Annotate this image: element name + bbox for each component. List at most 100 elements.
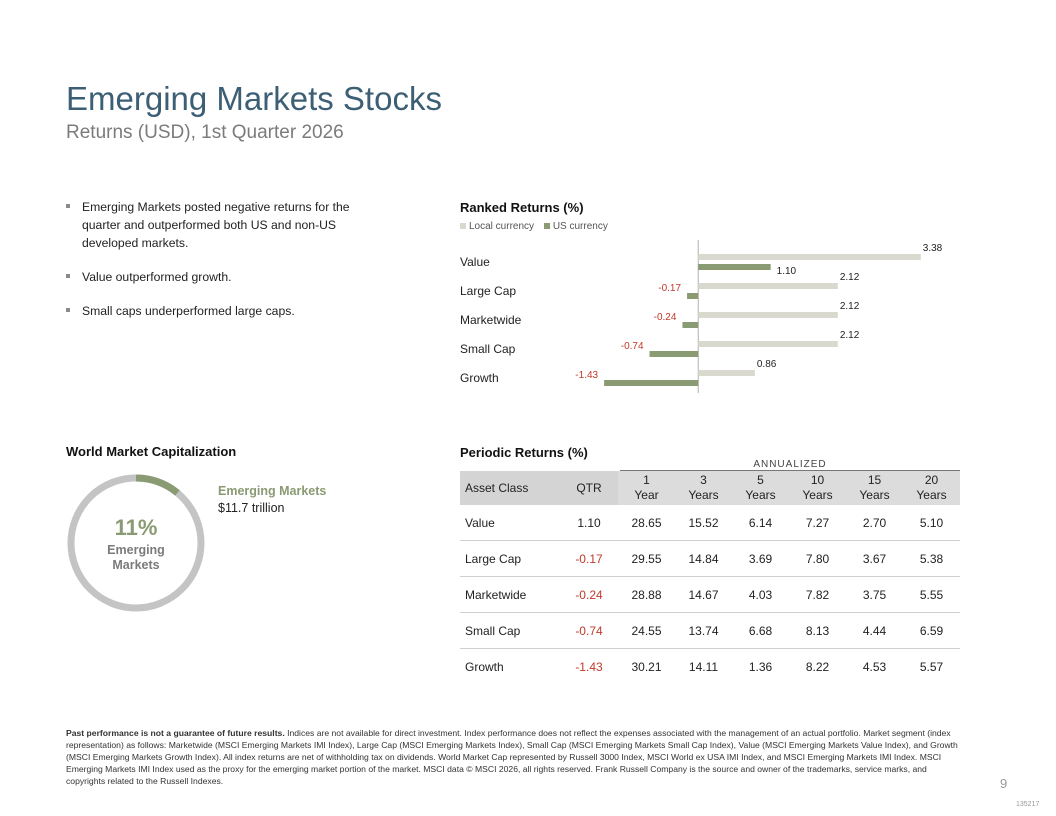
- category-label: Value: [460, 255, 490, 269]
- bar-us-currency: [604, 380, 699, 386]
- col-20-years: 20 Years: [903, 471, 960, 505]
- bar-local-currency: [698, 341, 838, 347]
- donut-percent: 11%: [114, 515, 158, 540]
- col-3-years: 3 Years: [675, 471, 732, 505]
- cell-qtr: -0.74: [560, 612, 618, 649]
- table-row: Small Cap -0.74 24.55 13.74 6.68 8.13 4.…: [460, 612, 960, 649]
- cell-1-year: 24.55: [618, 612, 675, 649]
- table-row: Growth -1.43 30.21 14.11 1.36 8.22 4.53 …: [460, 649, 960, 685]
- donut-label-line2: Markets: [112, 558, 160, 572]
- cell-10-years: 8.13: [789, 612, 846, 649]
- bullet-text: Emerging Markets posted negative returns…: [82, 200, 350, 250]
- annualized-rule: [620, 470, 960, 471]
- cell-1-year: 30.21: [631, 659, 662, 674]
- table-row: Large Cap -0.17 29.55 14.84 3.69 7.80 3.…: [460, 540, 960, 577]
- data-label: -1.43: [575, 370, 598, 381]
- cell-20-years: 6.59: [903, 612, 960, 649]
- emerging-markets-name: Emerging Markets: [218, 484, 327, 498]
- bar-us-currency: [682, 322, 699, 328]
- bar-local-currency: [698, 312, 838, 318]
- col-10-years: 10 Years: [789, 471, 846, 505]
- bullet-square-icon: [66, 308, 70, 312]
- bullet-item: Small caps underperformed large caps.: [66, 302, 356, 320]
- legend-local-label: Local currency: [469, 221, 535, 232]
- page-title: Emerging Markets Stocks: [66, 80, 442, 117]
- category-label: Large Cap: [460, 284, 516, 298]
- summary-bullets: Emerging Markets posted negative returns…: [66, 198, 356, 336]
- table-row: Value 1.10 28.65 15.52 6.14 7.27 2.70 5.…: [460, 505, 960, 541]
- cell-20-years: 5.57: [919, 659, 944, 674]
- legend-local: Local currency: [460, 221, 534, 232]
- cell-qtr: -0.24: [560, 576, 618, 613]
- cell-5-years: 4.03: [732, 576, 789, 613]
- data-label: 3.38: [923, 243, 943, 254]
- legend-local-swatch: [460, 223, 466, 230]
- bullet-text: Small caps underperformed large caps.: [82, 304, 295, 318]
- donut-emerging-arc: [135, 474, 180, 496]
- cell-20-years: 5.55: [903, 576, 960, 613]
- cell-5-years: 6.14: [732, 505, 789, 541]
- table-header-row: Asset Class QTR 1 Year 3 Years 5 Years 10 Ye…: [460, 471, 960, 505]
- world-cap-donut: [67, 474, 205, 612]
- emerging-markets-legend: Emerging Markets $11.7 trillion: [218, 483, 326, 517]
- table-row: Marketwide -0.24 28.88 14.67 4.03 7.82 3…: [460, 576, 960, 613]
- cell-qtr: 1.10: [560, 505, 618, 541]
- cell-15-years: 4.53: [862, 659, 887, 674]
- data-label: -0.17: [658, 283, 681, 294]
- data-label: 2.12: [840, 301, 860, 312]
- data-label: -0.74: [621, 341, 644, 352]
- cell-10-years: 7.82: [789, 576, 846, 613]
- bar-local-currency: [698, 283, 838, 289]
- document-code: 135217: [1016, 801, 1040, 808]
- cell-3-years: 15.52: [675, 505, 732, 541]
- cell-asset-class: Small Cap: [460, 612, 560, 649]
- annualized-label: ANNUALIZED: [753, 459, 827, 470]
- cell-5-years: 6.68: [732, 612, 789, 649]
- cell-qtr: -0.17: [560, 540, 618, 577]
- bullet-item: Emerging Markets posted negative returns…: [66, 198, 356, 252]
- page-number: 9: [1000, 776, 1008, 791]
- cell-1-year: 28.88: [618, 576, 675, 613]
- bullet-item: Value outperformed growth.: [66, 268, 356, 286]
- periodic-returns-table: Asset Class QTR 1 Year 3 Years 5 Years 10 Ye…: [460, 471, 960, 684]
- cell-asset-class: Marketwide: [460, 576, 560, 613]
- cell-5-years: 3.69: [732, 540, 789, 577]
- cell-10-years: 7.80: [789, 540, 846, 577]
- cell-20-years: 5.10: [903, 505, 960, 541]
- cell-15-years: 3.75: [846, 576, 903, 613]
- cell-asset-class: Growth: [465, 659, 504, 674]
- cell-qtr: -1.43: [575, 659, 603, 674]
- cell-5-years: 1.36: [748, 659, 773, 674]
- cell-15-years: 3.67: [846, 540, 903, 577]
- bar-us-currency: [698, 264, 771, 270]
- chart-legend: Local currency US currency: [460, 221, 615, 232]
- disclaimer-bold: Past performance is not a guarantee of f…: [66, 728, 285, 738]
- cell-3-years: 14.67: [675, 576, 732, 613]
- bullet-square-icon: [66, 274, 70, 278]
- periodic-returns-title: Periodic Returns (%): [460, 445, 588, 460]
- cell-asset-class: Value: [460, 505, 560, 541]
- legend-us-label: US currency: [552, 221, 608, 232]
- bar-us-currency: [687, 293, 699, 299]
- bar-local-currency: [698, 370, 755, 376]
- emerging-markets-value: $11.7 trillion: [218, 501, 285, 515]
- cell-10-years: 7.27: [789, 505, 846, 541]
- cell-3-years: 14.84: [675, 540, 732, 577]
- category-label: Marketwide: [460, 313, 522, 327]
- ranked-returns-chart: Value 3.38 1.10 Large Cap 2.12 -0.17 Marketwid…: [460, 240, 943, 393]
- bullet-text: Value outperformed growth.: [82, 270, 232, 284]
- data-label: 1.10: [777, 266, 797, 277]
- bar-local-currency: [698, 254, 921, 260]
- cell-3-years: 14.11: [688, 659, 719, 674]
- ranked-returns-title: Ranked Returns (%): [460, 200, 584, 215]
- cell-asset-class: Large Cap: [460, 540, 560, 577]
- world-cap-title: World Market Capitalization: [66, 444, 237, 459]
- donut-label-line1: Emerging: [107, 543, 165, 557]
- page-subtitle: Returns (USD), 1st Quarter 2026: [66, 122, 344, 143]
- cell-1-year: 28.65: [618, 505, 675, 541]
- disclaimer-text: Indices are not available for direct inv…: [66, 728, 958, 786]
- legend-us-swatch: [543, 223, 550, 230]
- category-label: Growth: [460, 371, 499, 385]
- legend-us: US currency: [543, 221, 608, 232]
- col-15-years: 15 Years: [846, 471, 903, 505]
